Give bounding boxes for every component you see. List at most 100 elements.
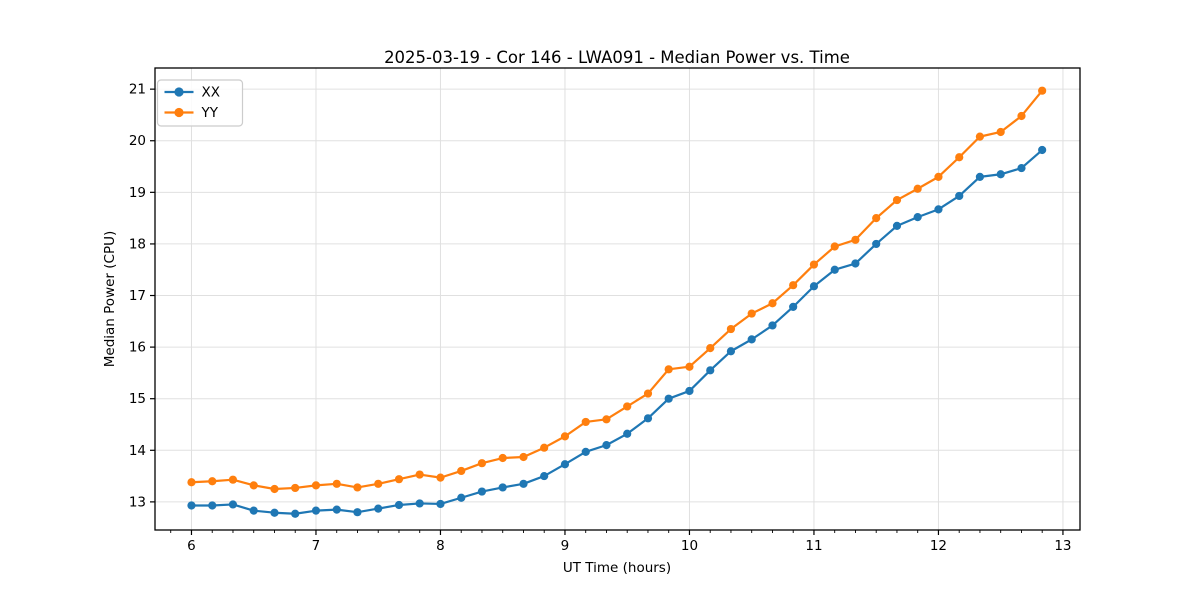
series-XX-marker (602, 441, 611, 450)
y-tick-label: 16 (129, 340, 146, 356)
series-YY-marker (706, 344, 715, 353)
series-XX-marker (830, 265, 839, 274)
x-tick-label: 7 (312, 538, 321, 554)
series-XX-marker (457, 493, 466, 502)
series-XX-marker (955, 191, 964, 201)
series-YY-marker (830, 242, 839, 251)
y-tick-label: 17 (129, 288, 146, 304)
x-tick-label: 13 (1054, 538, 1071, 554)
series-YY-marker (809, 260, 819, 269)
series-XX-marker (768, 321, 777, 330)
series-YY-marker (311, 481, 321, 490)
series-XX-marker (975, 172, 985, 181)
y-tick-label: 14 (129, 443, 146, 459)
series-XX-marker (706, 366, 715, 375)
series-YY-marker (1038, 86, 1047, 95)
series-XX-marker (934, 205, 943, 214)
y-tick-label: 15 (129, 391, 146, 407)
series-XX-marker (643, 414, 653, 423)
legend-label-XX: XX (202, 85, 221, 101)
x-tick-label: 10 (681, 538, 698, 554)
series-XX-marker (291, 509, 300, 518)
series-YY-marker (560, 432, 570, 441)
series-YY-marker (249, 481, 258, 490)
series-YY-marker (851, 235, 860, 244)
legend-marker-XX (174, 87, 184, 97)
series-XX-marker (1017, 163, 1026, 173)
series-XX-marker (353, 508, 362, 517)
series-YY-marker (664, 365, 673, 374)
x-axis-label: UT Time (hours) (563, 560, 671, 576)
series-XX-marker (581, 447, 590, 456)
series-YY-marker (519, 452, 528, 462)
x-tick-label: 8 (436, 538, 445, 554)
series-XX-marker (332, 505, 341, 514)
series-YY-marker (768, 299, 777, 308)
series-XX-marker (664, 394, 673, 403)
grid-layer (155, 68, 1080, 530)
series-YY-marker (872, 214, 881, 223)
series-YY-marker (291, 483, 300, 493)
series-YY-marker (353, 483, 362, 492)
legend-marker-YY (174, 107, 184, 118)
series-XX-marker (415, 499, 424, 508)
x-tick-label: 6 (187, 538, 196, 554)
series-XX-marker (872, 239, 881, 249)
y-tick-label: 18 (129, 236, 146, 252)
series-YY-marker (457, 466, 466, 476)
series-XX-marker (747, 335, 756, 344)
series-XX-marker (809, 282, 819, 291)
series-XX-marker (436, 499, 445, 509)
legend-box (156, 79, 244, 127)
chart-title: 2025-03-19 - Cor 146 - LWA091 - Median P… (384, 48, 850, 67)
series-YY-marker (623, 402, 632, 411)
series-YY-marker (581, 417, 590, 427)
series-XX-marker (685, 386, 694, 396)
x-tick-label: 12 (930, 538, 947, 554)
series-YY-marker (374, 479, 383, 488)
series-XX-marker (623, 429, 632, 438)
series-YY-marker (934, 172, 943, 181)
series-XX-marker (187, 501, 196, 510)
series-XX-marker (913, 212, 922, 222)
y-tick-label: 20 (129, 133, 146, 149)
series-YY-marker (477, 459, 487, 468)
series-XX-marker (996, 170, 1005, 179)
series-YY-marker (498, 453, 507, 463)
series-YY-marker (955, 153, 964, 162)
series-YY-marker (892, 195, 902, 205)
series-XX-marker (726, 347, 736, 356)
series-YY-marker (685, 362, 694, 371)
series-XX-marker (311, 506, 321, 515)
y-tick-label: 13 (129, 494, 146, 510)
series-YY-marker (1017, 111, 1026, 121)
series-YY-marker (394, 475, 404, 484)
legend-label-YY: YY (201, 105, 219, 121)
series-YY-marker (602, 415, 611, 424)
series-XX-marker (789, 302, 798, 311)
series-YY-marker (228, 475, 238, 484)
series-YY-marker (643, 389, 653, 398)
series-XX-marker (540, 471, 549, 481)
series-YY-marker (726, 324, 736, 334)
series-YY-marker (332, 479, 341, 488)
series-XX-marker (477, 487, 487, 496)
series-YY-marker (975, 132, 985, 141)
series-YY-line (190, 89, 1044, 491)
series-YY-marker (415, 470, 424, 479)
series-XX-marker (228, 500, 238, 509)
series-XX-marker (394, 500, 404, 510)
series-YY-marker (208, 477, 217, 486)
series-XX-marker (851, 259, 860, 268)
series-XX-marker (208, 501, 217, 510)
y-axis-label: Median Power (CPU) (102, 231, 118, 367)
y-tick-label: 19 (129, 185, 146, 201)
series-layer (187, 86, 1047, 518)
series-XX-marker (374, 504, 383, 513)
series-XX-marker (560, 460, 570, 469)
legend: XX YY (156, 79, 244, 127)
plot-border (154, 67, 1081, 531)
series-XX-marker (1038, 145, 1047, 155)
x-tick-label: 9 (561, 538, 570, 554)
